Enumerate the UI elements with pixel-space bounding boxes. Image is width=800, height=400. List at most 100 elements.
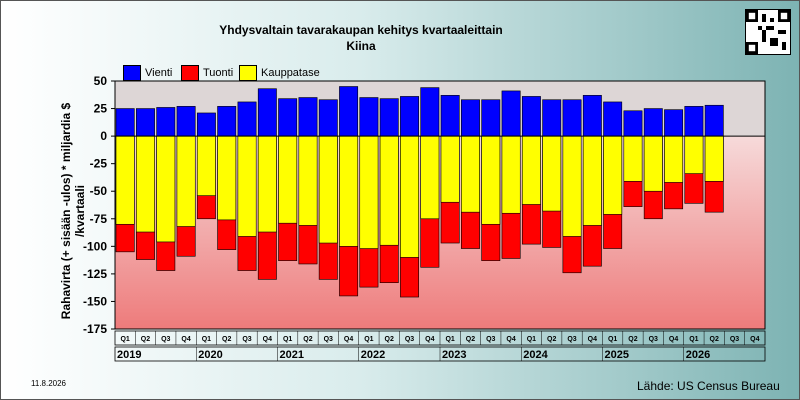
bar-vienti	[400, 96, 419, 137]
x-tick-label: Q1	[283, 336, 292, 343]
bar-kauppatase	[481, 135, 501, 225]
bar-vienti	[136, 108, 155, 137]
x-tick-label: Q1	[364, 336, 373, 343]
year-label: 2026	[686, 349, 710, 361]
bar-vienti	[156, 107, 176, 137]
y-tick-label: -125	[83, 267, 107, 281]
plot-border	[114, 80, 766, 330]
x-tick-label: Q2	[141, 336, 150, 343]
x-tick-label: Q3	[486, 336, 495, 343]
bar-kauppatase	[298, 135, 318, 226]
bar-kauppatase	[136, 135, 155, 233]
bar-kauppatase	[237, 135, 257, 237]
bar-vienti	[318, 99, 338, 137]
bar-vienti	[217, 106, 237, 137]
legend-label-vienti: Vienti	[145, 67, 173, 79]
x-tick-label: Q2	[710, 336, 719, 343]
bar-kauppatase	[420, 135, 440, 220]
chart-title: Yhdysvaltain tavarakaupan kehitys kvarta…	[219, 23, 503, 37]
legend-item-kauppatase: Kauppatase	[239, 65, 320, 81]
x-tick-label: Q4	[263, 336, 272, 343]
bar-kauppatase	[521, 135, 541, 205]
x-tick-label: Q3	[405, 336, 414, 343]
x-tick-label: Q1	[445, 336, 454, 343]
year-label: 2019	[117, 349, 141, 361]
y-tick-label: -25	[90, 157, 108, 171]
year-label: 2023	[442, 349, 466, 361]
y-tick-label: -150	[83, 294, 107, 308]
bar-kauppatase	[643, 135, 663, 192]
x-tick-label: Q1	[120, 336, 129, 343]
bar-vienti	[582, 95, 602, 137]
y-tick-label: -50	[90, 184, 108, 198]
footer-date: 11.8.2026	[31, 379, 66, 388]
bar-kauppatase	[440, 135, 460, 203]
x-tick-label: Q4	[669, 336, 678, 343]
bar-vienti	[704, 104, 724, 137]
x-tick-label: Q3	[730, 336, 739, 343]
bar-vienti	[481, 99, 501, 137]
x-tick-label: Q4	[588, 336, 597, 343]
bar-kauppatase	[461, 135, 480, 213]
y-tick-label: -175	[83, 322, 107, 336]
legend-swatch-kauppatase	[239, 65, 257, 81]
x-tick-label: Q2	[628, 336, 637, 343]
bar-kauppatase	[704, 135, 724, 182]
qr-code-icon	[745, 9, 791, 55]
x-tick-label: Q1	[202, 336, 211, 343]
x-tick-label: Q2	[303, 336, 312, 343]
x-tick-label: Q3	[649, 336, 658, 343]
bar-kauppatase	[115, 135, 135, 225]
bar-vienti	[176, 106, 196, 137]
x-tick-label: Q1	[608, 336, 617, 343]
bar-vienti	[278, 98, 298, 137]
bar-vienti	[379, 98, 399, 137]
year-label: 2025	[605, 349, 629, 361]
bar-kauppatase	[339, 135, 359, 247]
bar-kauppatase	[664, 135, 684, 183]
bar-vienti	[339, 86, 359, 137]
bar-vienti	[521, 96, 541, 137]
bar-kauppatase	[562, 135, 582, 237]
x-tick-label: Q3	[324, 336, 333, 343]
bar-kauppatase	[379, 135, 399, 246]
y-tick-label: -100	[83, 239, 107, 253]
bar-kauppatase	[542, 135, 562, 212]
x-tick-label: Q3	[242, 336, 251, 343]
bar-kauppatase	[196, 135, 216, 196]
x-tick-label: Q4	[750, 336, 759, 343]
bar-vienti	[237, 101, 257, 137]
year-label: 2021	[280, 349, 304, 361]
x-tick-label: Q2	[385, 336, 394, 343]
x-tick-label: Q4	[506, 336, 515, 343]
bar-vienti	[603, 101, 623, 137]
bar-vienti	[115, 108, 135, 137]
bar-vienti	[623, 110, 643, 137]
x-tick-label: Q3	[161, 336, 170, 343]
bar-vienti	[420, 87, 440, 137]
bar-kauppatase	[278, 135, 298, 224]
bar-kauppatase	[176, 135, 196, 227]
bar-kauppatase	[359, 135, 379, 249]
bar-kauppatase	[217, 135, 237, 221]
bar-vienti	[257, 88, 277, 137]
x-tick-label: Q3	[567, 336, 576, 343]
bar-kauppatase	[684, 135, 704, 174]
legend-label-kauppatase: Kauppatase	[261, 67, 320, 79]
x-tick-label: Q4	[425, 336, 434, 343]
legend-swatch-tuonti	[181, 65, 199, 81]
x-tick-label: Q2	[466, 336, 475, 343]
bar-vienti	[643, 108, 663, 137]
year-label: 2022	[361, 349, 385, 361]
x-tick-label: Q2	[222, 336, 231, 343]
legend-label-tuonti: Tuonti	[203, 67, 234, 79]
x-tick-label: Q4	[181, 336, 190, 343]
x-tick-label: Q4	[344, 336, 353, 343]
bar-vienti	[664, 109, 684, 137]
y-axis-label: Rahavirta (+ sisään -ulos) * miljardia $…	[59, 102, 87, 320]
bar-vienti	[196, 112, 216, 137]
legend-swatch-vienti	[123, 65, 141, 81]
x-tick-label: Q1	[689, 336, 698, 343]
